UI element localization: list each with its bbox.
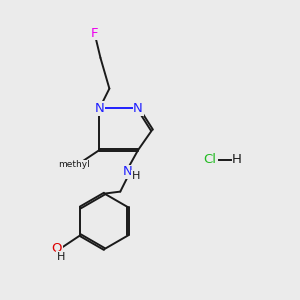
Text: N: N [133, 102, 143, 115]
Text: H: H [132, 171, 140, 181]
Text: H: H [56, 252, 65, 262]
Text: methyl: methyl [58, 160, 90, 169]
Text: H: H [232, 153, 242, 167]
Text: N: N [94, 102, 104, 115]
Text: N: N [122, 165, 132, 178]
Text: O: O [51, 242, 62, 255]
Text: Cl: Cl [203, 153, 216, 167]
Text: F: F [91, 27, 98, 40]
